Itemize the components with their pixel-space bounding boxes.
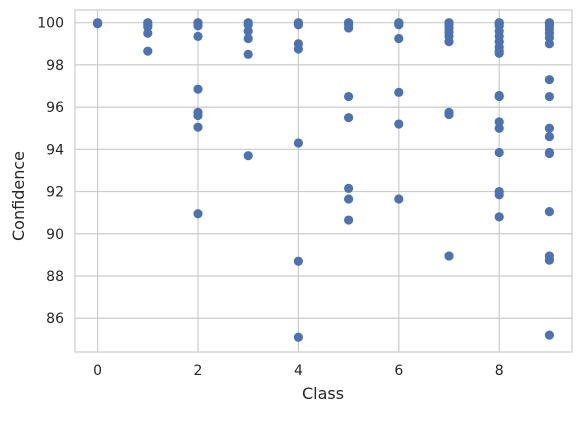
data-point <box>344 113 354 123</box>
data-point <box>193 122 203 132</box>
y-tick-label: 90 <box>46 227 64 243</box>
x-tick-label: 8 <box>495 363 504 379</box>
data-point <box>344 194 354 204</box>
plot-frame <box>74 9 573 353</box>
data-point <box>544 91 555 102</box>
data-point <box>143 28 153 38</box>
data-point <box>193 84 203 94</box>
data-point <box>394 194 404 204</box>
data-point <box>444 109 454 120</box>
y-tick-label: 92 <box>46 185 64 201</box>
data-point <box>293 20 303 30</box>
data-point <box>293 332 303 342</box>
x-tick-label: 0 <box>93 363 102 379</box>
data-point <box>293 44 303 54</box>
data-point <box>494 212 504 222</box>
data-point <box>494 117 504 127</box>
data-point <box>544 330 555 340</box>
data-point <box>444 37 454 47</box>
data-point <box>544 207 555 217</box>
data-point <box>494 147 504 158</box>
y-tick-label: 98 <box>46 58 64 74</box>
data-point <box>394 20 404 30</box>
y-tick-label: 86 <box>46 311 64 327</box>
data-points <box>92 18 555 342</box>
data-point <box>444 251 454 261</box>
data-point <box>193 209 203 219</box>
data-point <box>243 49 253 59</box>
data-point <box>143 46 153 56</box>
data-point <box>394 119 404 129</box>
data-point <box>544 148 555 159</box>
data-point <box>494 91 504 102</box>
data-point <box>193 21 203 31</box>
data-point <box>544 255 555 265</box>
data-point <box>344 23 354 33</box>
y-tick-labels: 86 88 90 92 94 96 98 100 <box>37 16 64 328</box>
data-point <box>544 75 555 85</box>
data-point <box>143 22 153 32</box>
data-point <box>344 183 354 193</box>
x-tick-labels: 0 2 4 6 8 <box>93 363 504 379</box>
x-axis-label: Class <box>302 384 344 403</box>
data-point <box>243 20 253 30</box>
data-point <box>494 190 504 200</box>
x-tick-label: 2 <box>194 363 203 379</box>
y-tick-label: 96 <box>46 100 64 116</box>
y-tick-label: 100 <box>37 16 64 32</box>
data-point <box>394 33 404 44</box>
x-tick-label: 6 <box>394 363 403 379</box>
data-point <box>494 123 504 133</box>
data-point <box>394 87 404 97</box>
y-tick-label: 94 <box>46 142 64 158</box>
y-axis-label: Confidence <box>9 151 28 241</box>
y-tick-label: 88 <box>46 269 64 285</box>
data-point <box>243 26 253 36</box>
data-point <box>544 132 555 142</box>
data-point <box>494 48 504 58</box>
data-point <box>243 151 253 161</box>
grid-lines <box>75 10 572 352</box>
data-point <box>92 19 103 29</box>
data-point <box>544 32 555 43</box>
data-point <box>344 91 354 102</box>
data-point <box>344 215 354 225</box>
x-tick-label: 4 <box>294 363 303 379</box>
data-point <box>243 33 253 44</box>
data-point <box>193 110 203 121</box>
data-point <box>293 256 303 266</box>
data-point <box>293 138 303 148</box>
data-point <box>544 123 555 133</box>
data-point <box>544 39 555 49</box>
data-point <box>193 31 203 41</box>
